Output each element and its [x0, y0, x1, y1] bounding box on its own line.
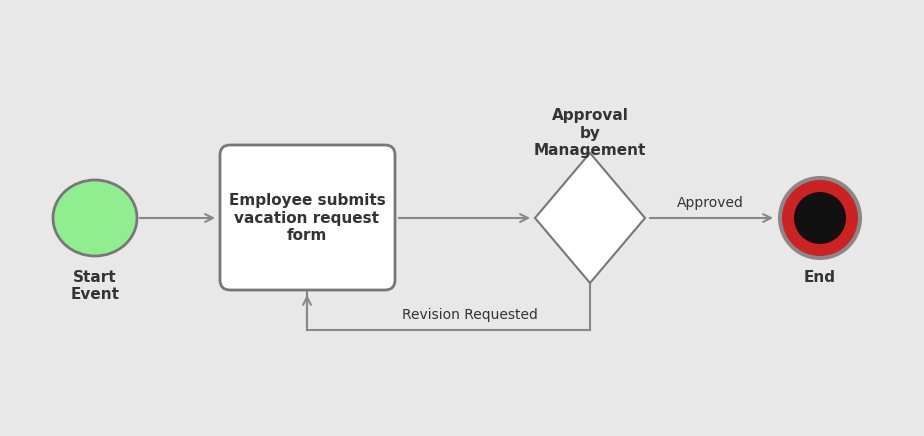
Text: Revision Requested: Revision Requested [402, 308, 538, 322]
Circle shape [794, 192, 846, 244]
Circle shape [782, 180, 858, 256]
Text: End: End [804, 270, 836, 285]
Text: Approved: Approved [676, 196, 744, 210]
Polygon shape [535, 153, 645, 283]
Text: Approval
by
Management: Approval by Management [534, 108, 646, 158]
Ellipse shape [53, 180, 137, 256]
Text: Employee submits
vacation request
form: Employee submits vacation request form [228, 193, 385, 243]
Circle shape [778, 176, 862, 260]
Text: Start
Event: Start Event [70, 270, 119, 303]
FancyBboxPatch shape [220, 145, 395, 290]
